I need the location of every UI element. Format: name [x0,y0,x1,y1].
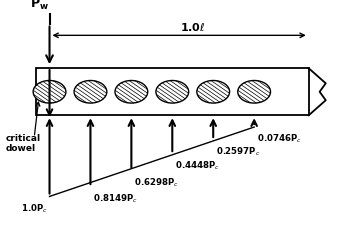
Text: critical
dowel: critical dowel [5,134,40,153]
Text: $\mathbf{1.0}\ell$: $\mathbf{1.0}\ell$ [180,20,206,32]
Text: 0.2597P$_c$: 0.2597P$_c$ [216,146,261,158]
Circle shape [74,80,107,103]
Circle shape [115,80,148,103]
Circle shape [238,80,270,103]
Text: 0.0746P$_c$: 0.0746P$_c$ [257,133,302,145]
Text: 0.8149P$_c$: 0.8149P$_c$ [93,193,138,205]
Circle shape [197,80,230,103]
Polygon shape [36,68,309,115]
Circle shape [156,80,189,103]
Text: $\mathbf{P}_\mathbf{w}$: $\mathbf{P}_\mathbf{w}$ [30,0,49,12]
Circle shape [33,80,66,103]
Text: 1.0P$_c$: 1.0P$_c$ [21,202,48,215]
Text: 0.4448P$_c$: 0.4448P$_c$ [175,160,220,173]
Text: 0.6298P$_c$: 0.6298P$_c$ [134,176,179,189]
